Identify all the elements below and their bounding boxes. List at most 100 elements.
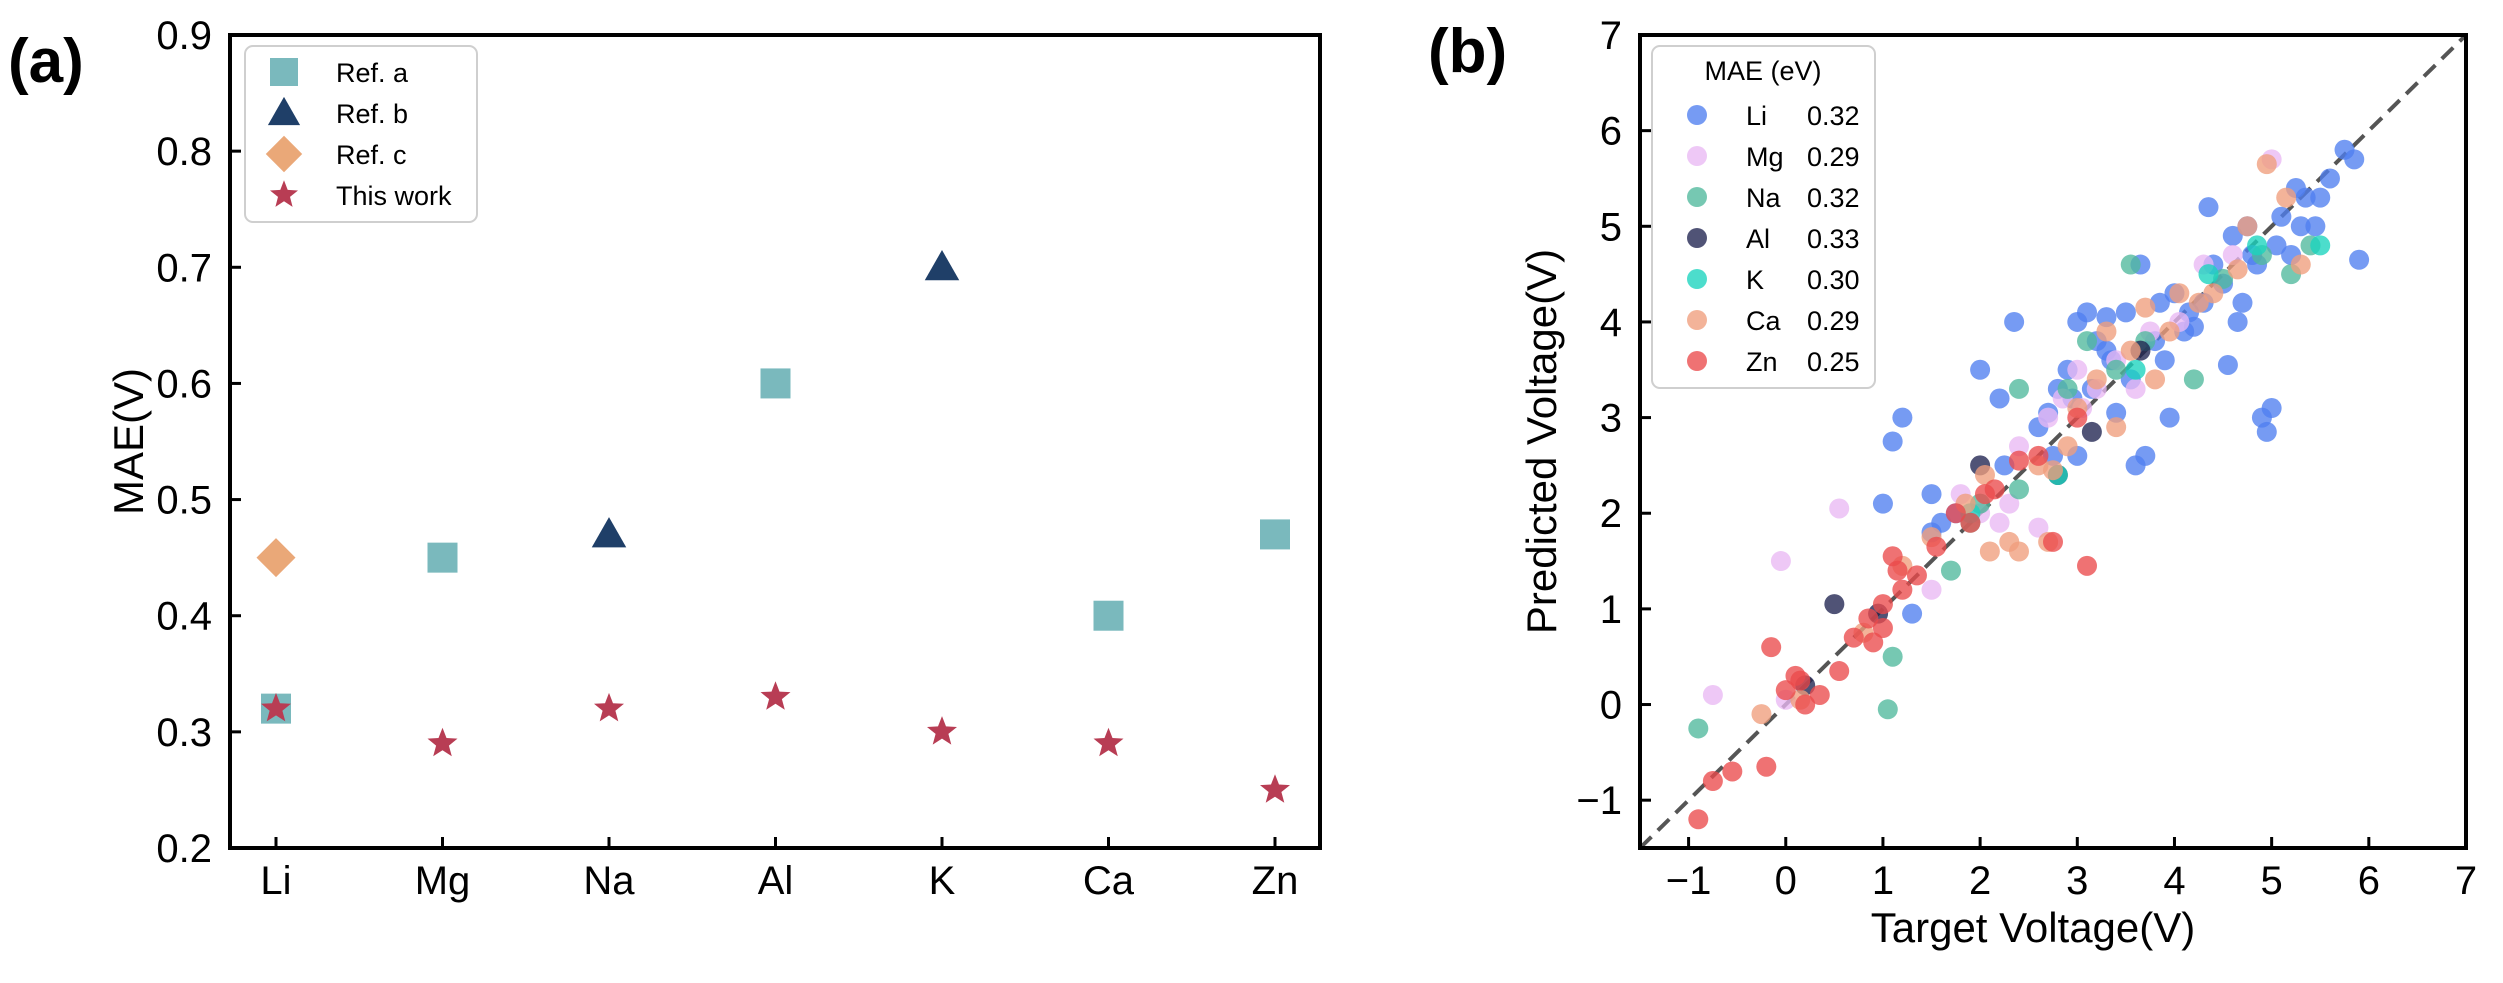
legend-marker-mg (1687, 146, 1707, 166)
data-point-zn (1722, 761, 1743, 782)
data-point-zn (1702, 771, 1723, 792)
legend-marker-zn (1687, 351, 1707, 371)
x-tick-label: 5 (2261, 859, 2283, 903)
panel-a: 0.2 0.3 0.4 0.5 0.6 0.7 0.8 0.9 Li Mg Na Al K Ca Zn MAE… (8, 14, 1322, 903)
x-tick-label: Mg (415, 859, 471, 903)
data-point-zn (1984, 479, 2005, 500)
x-tick-label: K (929, 859, 956, 903)
data-point-this-work (261, 692, 291, 722)
legend: Ref. a Ref. b Ref. c This work (244, 45, 478, 223)
data-point-zn (2028, 445, 2049, 466)
data-point-zn (1795, 694, 1816, 715)
data-point-na (1882, 646, 1903, 667)
y-tick-label: 4 (1600, 301, 1622, 345)
data-point-ca (2106, 417, 2127, 438)
data-point-li (1989, 388, 2010, 409)
y-tick-label: 0 (1600, 684, 1622, 728)
legend-marker-al (1687, 228, 1707, 248)
data-point-zn (2043, 531, 2063, 552)
legend-marker-ca (1687, 310, 1707, 330)
data-point-ca (2008, 541, 2029, 562)
y-tick-label: 2 (1600, 492, 1622, 536)
data-point-zn (2077, 555, 2098, 576)
legend-mae-value: 0.33 (1807, 224, 1860, 254)
x-axis-label: Target Voltage(V) (1871, 904, 2196, 951)
data-point-na (2183, 369, 2204, 390)
data-point-li (1931, 512, 1952, 533)
data-point-zn (1887, 560, 1908, 581)
data-point-li (2305, 216, 2326, 237)
data-point-ca (2169, 283, 2190, 304)
data-point-zn (1756, 756, 1777, 777)
legend-label: This work (336, 181, 452, 211)
data-point-mg (2067, 359, 2088, 380)
legend-marker-li (1687, 105, 1707, 125)
data-point-ref-a (760, 368, 791, 399)
data-point-li (2198, 197, 2219, 218)
y-tick-label: −1 (1576, 779, 1622, 823)
data-point-ref-a (1260, 519, 1290, 550)
data-point-li (2154, 350, 2175, 371)
legend-label: K (1746, 265, 1764, 295)
data-point-this-work (1260, 774, 1290, 803)
legend-title: MAE (eV) (1704, 56, 1821, 86)
x-tick-label: 7 (2455, 859, 2477, 903)
legend-mae-value: 0.25 (1807, 347, 1860, 377)
data-point-mg (2038, 407, 2059, 428)
data-point-li (1872, 493, 1893, 514)
data-point-na (1940, 560, 1961, 581)
x-tick-label: 4 (2163, 859, 2185, 903)
data-point-mg (1770, 551, 1791, 572)
legend-frame (244, 45, 478, 223)
data-point-k (2310, 235, 2331, 256)
data-point-ca (2120, 340, 2141, 361)
data-point-ca (1974, 464, 1995, 485)
legend-marker-ref-c (265, 135, 303, 173)
x-tick-label: Zn (1252, 859, 1299, 903)
data-point-ca (2145, 369, 2166, 390)
data-point-mg (1702, 684, 1723, 705)
data-point-zn (1872, 618, 1893, 639)
x-tick-label: 3 (2066, 859, 2088, 903)
y-axis-label: MAE(V) (105, 368, 152, 515)
data-point-k (2247, 235, 2268, 256)
data-point-li (1921, 484, 1942, 505)
data-point-ca (2188, 292, 2209, 313)
data-point-mg (1999, 493, 2020, 514)
data-point-zn (1863, 632, 1884, 653)
panel-b: −1 0 1 2 3 4 5 6 7 −1 0 1 2 3 4 5 6 7 Target Voltage(V) Pre… (1428, 14, 2477, 951)
data-point-mg (2008, 436, 2029, 457)
legend-mae-value: 0.32 (1807, 101, 1860, 131)
data-point-k (2125, 359, 2146, 380)
data-point-k (2198, 264, 2219, 285)
data-point-zn (1688, 809, 1709, 830)
data-point-zn (1761, 637, 1782, 658)
data-point-li (2115, 302, 2136, 323)
legend: MAE (eV) Li 0.32 Mg 0.29 Na 0.32 Al 0.33 K 0.30 Ca 0… (1651, 45, 1876, 389)
data-point-ca (2057, 436, 2078, 457)
legend-label: Al (1746, 224, 1770, 254)
legend-label: Li (1746, 101, 1767, 131)
panel-label: (a) (8, 27, 84, 96)
x-tick-label: 6 (2358, 859, 2380, 903)
data-point-na (1877, 699, 1898, 720)
legend-mae-value: 0.29 (1807, 142, 1860, 172)
data-point-zn (1892, 579, 1913, 600)
data-point-li (2344, 149, 2365, 170)
data-point-zn (1945, 503, 1966, 524)
legend-marker-k (1687, 269, 1707, 289)
x-tick-label: 1 (1872, 859, 1894, 903)
data-point-li (2217, 354, 2238, 375)
x-tick-label: Li (260, 859, 291, 903)
panel-label: (b) (1428, 17, 1507, 86)
y-tick-label: 7 (1600, 14, 1622, 58)
legend-marker-this-work (270, 180, 298, 207)
data-point-li (1970, 359, 1991, 380)
x-tick-label: Na (583, 859, 635, 903)
y-tick-label: 1 (1600, 588, 1622, 632)
data-point-li (2319, 168, 2340, 189)
legend-marker-na (1687, 187, 1707, 207)
data-point-li (2295, 187, 2316, 208)
data-point-ref-a (427, 542, 458, 573)
